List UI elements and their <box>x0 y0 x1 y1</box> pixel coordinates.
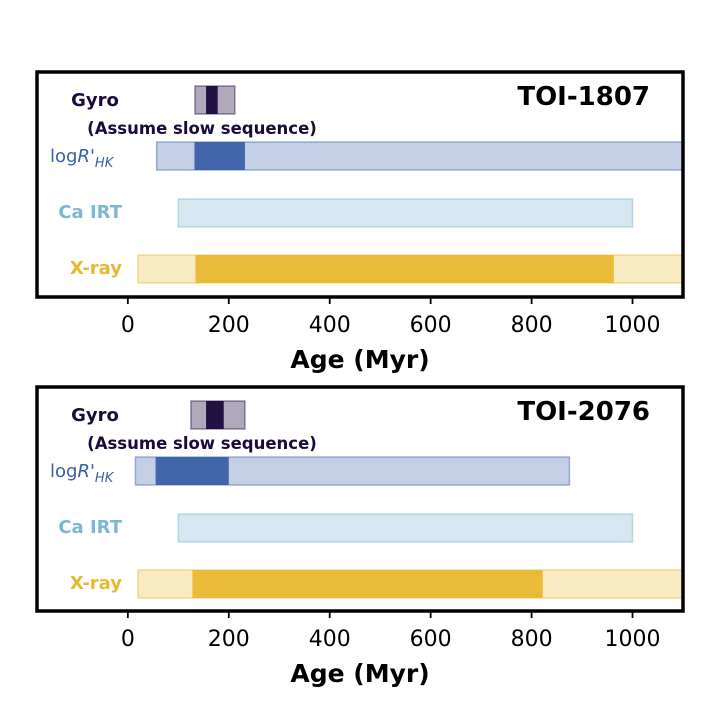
xray-inner-bar <box>195 255 614 283</box>
panel-title: TOI-1807 <box>517 82 650 112</box>
panel-frame <box>35 385 685 613</box>
x-axis-label: Age (Myr) <box>290 345 429 374</box>
gyro-label: Gyro <box>71 405 119 426</box>
logrhk-inner-bar <box>155 457 229 485</box>
x-tick-label: 200 <box>208 313 250 338</box>
ca-irt-label: Ca IRT <box>58 202 122 223</box>
gyro-inner-bar <box>206 86 218 114</box>
x-tick-label: 600 <box>410 313 452 338</box>
x-tick-label: 200 <box>208 627 250 652</box>
x-tick-label: 1000 <box>605 313 661 338</box>
ca-irt-outer-bar <box>177 198 634 228</box>
logrhk-inner-bar <box>194 142 245 170</box>
panel-title: TOI-2076 <box>517 397 650 427</box>
chart-panel-toi-2076: Gyro (Assume slow sequence) logR'HK Ca IRT X… <box>35 385 685 688</box>
x-tick-label: 400 <box>309 313 351 338</box>
x-tick-label: 800 <box>511 313 553 338</box>
x-tick-label: 0 <box>121 627 135 652</box>
x-tick-label: 800 <box>511 627 553 652</box>
x-tick-label: 400 <box>309 627 351 652</box>
chart-panel-toi-1807: Gyro (Assume slow sequence) logR'HK Ca IRT X… <box>35 70 685 374</box>
x-tick-label: 600 <box>410 627 452 652</box>
gyro-sublabel: (Assume slow sequence) <box>87 119 317 138</box>
ca-irt-outer-bar <box>177 513 634 543</box>
logrhk-label: logR'HK <box>50 461 115 486</box>
x-axis-label: Age (Myr) <box>290 659 429 688</box>
xray-label: X-ray <box>70 573 122 594</box>
panel-frame <box>35 70 685 299</box>
gyro-sublabel: (Assume slow sequence) <box>87 434 317 453</box>
x-tick-label: 0 <box>121 313 135 338</box>
xray-label: X-ray <box>70 258 122 279</box>
gyro-label: Gyro <box>71 90 119 111</box>
logrhk-label: logR'HK <box>50 146 115 171</box>
x-tick-label: 1000 <box>605 627 661 652</box>
ca-irt-label: Ca IRT <box>58 517 122 538</box>
gyro-inner-bar <box>206 401 224 429</box>
xray-inner-bar <box>192 570 543 598</box>
